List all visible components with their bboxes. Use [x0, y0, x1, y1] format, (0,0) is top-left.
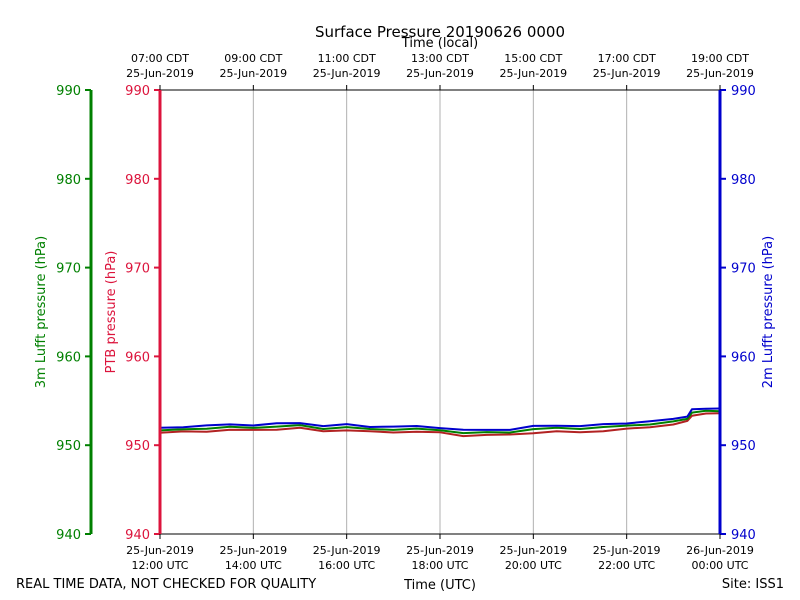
right-axis-tick-label: 960: [731, 350, 756, 365]
x-tick-utc-date: 26-Jun-2019: [686, 544, 754, 557]
x-tick-local-date: 25-Jun-2019: [499, 67, 567, 80]
right-axis-tick-label: 970: [731, 262, 756, 277]
right-axis-tick-label: 980: [731, 173, 756, 188]
outer-left-axis-tick-label: 950: [56, 439, 81, 454]
inner-left-axis-tick-label: 990: [125, 84, 150, 99]
inner-left-axis-tick-label: 970: [125, 262, 150, 277]
series-lines: [159, 407, 721, 438]
x-tick-utc-time: 16:00 UTC: [318, 559, 375, 572]
inner-left-axis-ticks: 940 950 960 970 980 990: [125, 84, 160, 543]
outer-left-axis-tick-label: 970: [56, 262, 81, 277]
x-tick-local-date: 25-Jun-2019: [313, 67, 381, 80]
series-line-3: [159, 407, 721, 431]
right-axis-tick-label: 950: [731, 439, 756, 454]
x-tick-local-time: 15:00 CDT: [504, 52, 562, 65]
right-axis-label: 2m Lufft pressure (hPa): [761, 236, 776, 388]
x-tick-local-time: 11:00 CDT: [318, 52, 376, 65]
outer-left-axis-tick-label: 940: [56, 528, 81, 543]
x-tick-utc-time: 18:00 UTC: [411, 559, 468, 572]
outer-left-axis-tick-label: 960: [56, 350, 81, 365]
x-tick-utc-date: 25-Jun-2019: [219, 544, 287, 557]
x-tick-utc-time: 14:00 UTC: [225, 559, 282, 572]
bottom-axis-label: Time (UTC): [403, 578, 476, 593]
x-tick-local-date: 25-Jun-2019: [593, 67, 661, 80]
site-label: Site: ISS1: [722, 577, 784, 592]
series-line-1: [159, 412, 721, 438]
x-tick-local-time: 09:00 CDT: [224, 52, 282, 65]
x-tick-utc-time: 00:00 UTC: [691, 559, 748, 572]
outer-left-axis-label: 3m Lufft pressure (hPa): [34, 236, 49, 388]
x-axis-ticks: 25-Jun-2019 12:00 UTC 07:00 CDT 25-Jun-2019…: [126, 52, 754, 572]
top-axis-label: Time (local): [401, 36, 478, 51]
chart-title: Surface Pressure 20190626 0000: [315, 23, 565, 41]
outer-left-axis-tick-label: 980: [56, 173, 81, 188]
outer-left-axis-ticks: 940 950 960 970 980 990: [56, 84, 91, 543]
x-tick-local-time: 13:00 CDT: [411, 52, 469, 65]
inner-left-axis-tick-label: 940: [125, 528, 150, 543]
x-tick-utc-date: 25-Jun-2019: [406, 544, 474, 557]
inner-left-axis-tick-label: 950: [125, 439, 150, 454]
x-tick-local-time: 17:00 CDT: [598, 52, 656, 65]
inner-left-axis-label: PTB pressure (hPa): [104, 251, 119, 374]
x-tick-local-time: 19:00 CDT: [691, 52, 749, 65]
right-axis-tick-label: 990: [731, 84, 756, 99]
x-tick-utc-date: 25-Jun-2019: [126, 544, 194, 557]
x-tick-local-date: 25-Jun-2019: [126, 67, 194, 80]
x-tick-local-date: 25-Jun-2019: [406, 67, 474, 80]
outer-left-axis-tick-label: 990: [56, 84, 81, 99]
gridlines: [252, 90, 628, 534]
inner-left-axis-tick-label: 980: [125, 173, 150, 188]
x-tick-utc-date: 25-Jun-2019: [593, 544, 661, 557]
x-tick-utc-time: 22:00 UTC: [598, 559, 655, 572]
x-tick-utc-date: 25-Jun-2019: [499, 544, 567, 557]
right-axis-tick-label: 940: [731, 528, 756, 543]
x-tick-local-date: 25-Jun-2019: [686, 67, 754, 80]
quality-disclaimer: REAL TIME DATA, NOT CHECKED FOR QUALITY: [16, 577, 316, 592]
x-tick-utc-time: 12:00 UTC: [131, 559, 188, 572]
x-tick-utc-time: 20:00 UTC: [505, 559, 562, 572]
x-tick-local-time: 07:00 CDT: [131, 52, 189, 65]
inner-left-axis-tick-label: 960: [125, 350, 150, 365]
x-tick-local-date: 25-Jun-2019: [219, 67, 287, 80]
series-line-2: [159, 409, 721, 435]
x-tick-utc-date: 25-Jun-2019: [313, 544, 381, 557]
right-axis-ticks: 940 950 960 970 980 990: [720, 84, 756, 543]
